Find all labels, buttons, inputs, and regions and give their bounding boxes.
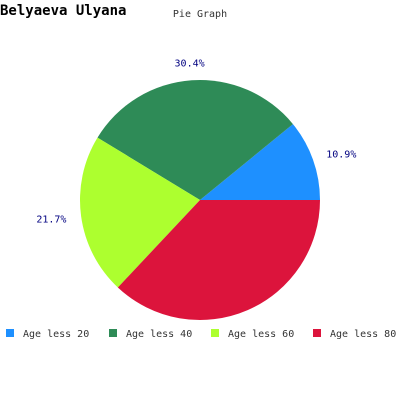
pie-labels: 10.9% 30.4% 21.7% — [36, 58, 356, 225]
legend-swatch-4 — [313, 329, 321, 337]
legend: Age less 20 Age less 40 Age less 60 Age les… — [6, 329, 396, 340]
slice-value-label-3: 21.7% — [36, 215, 66, 226]
legend-label-2: Age less 40 — [126, 329, 192, 340]
chart-subtitle: Pie Graph — [173, 9, 227, 20]
legend-label-3: Age less 60 — [228, 329, 294, 340]
pie-slice-2 — [97, 80, 293, 200]
pie-slice-1 — [200, 124, 320, 200]
legend-label-4: Age less 80 — [330, 329, 396, 340]
legend-swatch-1 — [6, 329, 14, 337]
slice-value-label-2: 30.4% — [175, 58, 205, 69]
slice-value-label-1: 10.9% — [326, 150, 356, 161]
legend-item-1: Age less 20 — [6, 329, 89, 340]
legend-item-2: Age less 40 — [109, 329, 192, 340]
chart-title: Belyaeva Ulyana — [0, 3, 126, 19]
legend-label-1: Age less 20 — [23, 329, 89, 340]
legend-item-3: Age less 60 — [211, 329, 294, 340]
legend-swatch-3 — [211, 329, 219, 337]
pie-slice-3 — [79, 137, 200, 288]
legend-item-4: Age less 80 — [313, 329, 396, 340]
pie-slice-4 — [117, 200, 320, 321]
pie-slices — [79, 80, 320, 321]
legend-swatch-2 — [109, 329, 117, 337]
